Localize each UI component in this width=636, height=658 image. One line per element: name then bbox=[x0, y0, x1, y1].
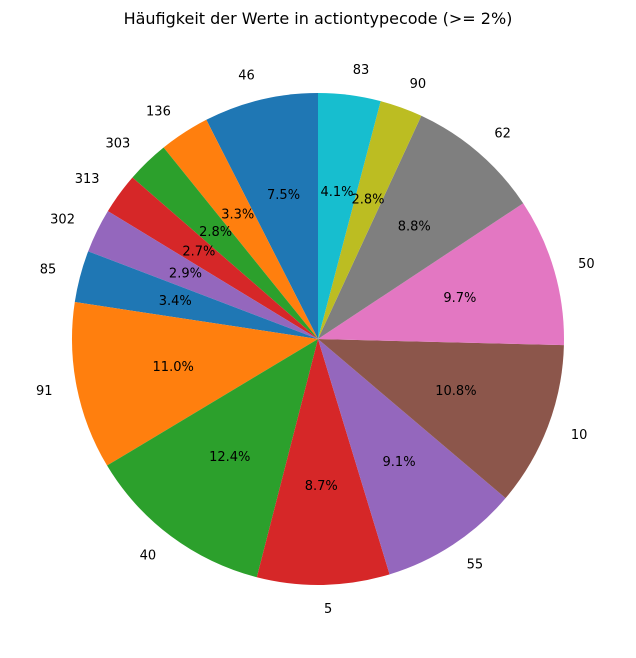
pie-slices bbox=[71, 92, 564, 585]
category-label-90: 90 bbox=[410, 77, 427, 92]
pie-slice-5 bbox=[256, 339, 390, 585]
percent-label-50: 9.7% bbox=[443, 291, 476, 306]
percent-label-90: 2.8% bbox=[351, 193, 384, 208]
percent-label-91: 11.0% bbox=[153, 360, 194, 375]
percent-label-136: 3.3% bbox=[221, 208, 254, 223]
pie-slice-302 bbox=[88, 211, 318, 339]
percent-labels: 7.5% 3.3% 2.8% 2.7% 2.9% 3.4% 11.0% 12.4% 8.7% 9.… bbox=[153, 185, 477, 494]
pie-slice-10 bbox=[318, 339, 564, 499]
category-label-302: 302 bbox=[50, 212, 75, 227]
category-label-303: 303 bbox=[105, 137, 130, 152]
pie-slice-83 bbox=[318, 93, 381, 339]
category-label-40: 40 bbox=[140, 548, 157, 563]
category-label-83: 83 bbox=[353, 63, 370, 78]
pie-slice-62 bbox=[318, 115, 524, 339]
pie-slice-50 bbox=[318, 203, 564, 346]
category-label-46: 46 bbox=[238, 68, 255, 83]
pie-slice-136 bbox=[163, 119, 318, 339]
percent-label-5: 8.7% bbox=[305, 479, 338, 494]
percent-label-85: 3.4% bbox=[159, 294, 192, 309]
category-label-5: 5 bbox=[324, 602, 332, 617]
pie-slice-91 bbox=[71, 302, 319, 466]
pie-slice-313 bbox=[107, 177, 318, 339]
percent-label-46: 7.5% bbox=[267, 188, 300, 203]
percent-label-313: 2.7% bbox=[182, 244, 215, 259]
pie-slice-85 bbox=[74, 251, 318, 339]
chart-title: Häufigkeit der Werte in actiontypecode (… bbox=[124, 9, 513, 28]
percent-label-83: 4.1% bbox=[320, 185, 353, 200]
percent-label-302: 2.9% bbox=[169, 267, 202, 282]
pie-slice-55 bbox=[318, 339, 506, 575]
category-label-10: 10 bbox=[571, 428, 588, 443]
percent-label-40: 12.4% bbox=[209, 450, 250, 465]
category-label-136: 136 bbox=[146, 104, 171, 119]
category-label-313: 313 bbox=[75, 172, 100, 187]
pie-slice-303 bbox=[132, 147, 318, 339]
pie-slice-90 bbox=[318, 101, 422, 340]
category-label-55: 55 bbox=[467, 558, 484, 573]
percent-label-303: 2.8% bbox=[199, 225, 232, 240]
pie-slice-46 bbox=[206, 92, 318, 339]
percent-label-62: 8.8% bbox=[398, 220, 431, 235]
pie-slice-40 bbox=[107, 339, 318, 578]
category-label-85: 85 bbox=[40, 263, 57, 278]
category-label-50: 50 bbox=[578, 257, 595, 272]
category-label-62: 62 bbox=[494, 126, 511, 141]
category-label-91: 91 bbox=[36, 384, 53, 399]
percent-label-55: 9.1% bbox=[383, 455, 416, 470]
percent-label-10: 10.8% bbox=[435, 384, 476, 399]
